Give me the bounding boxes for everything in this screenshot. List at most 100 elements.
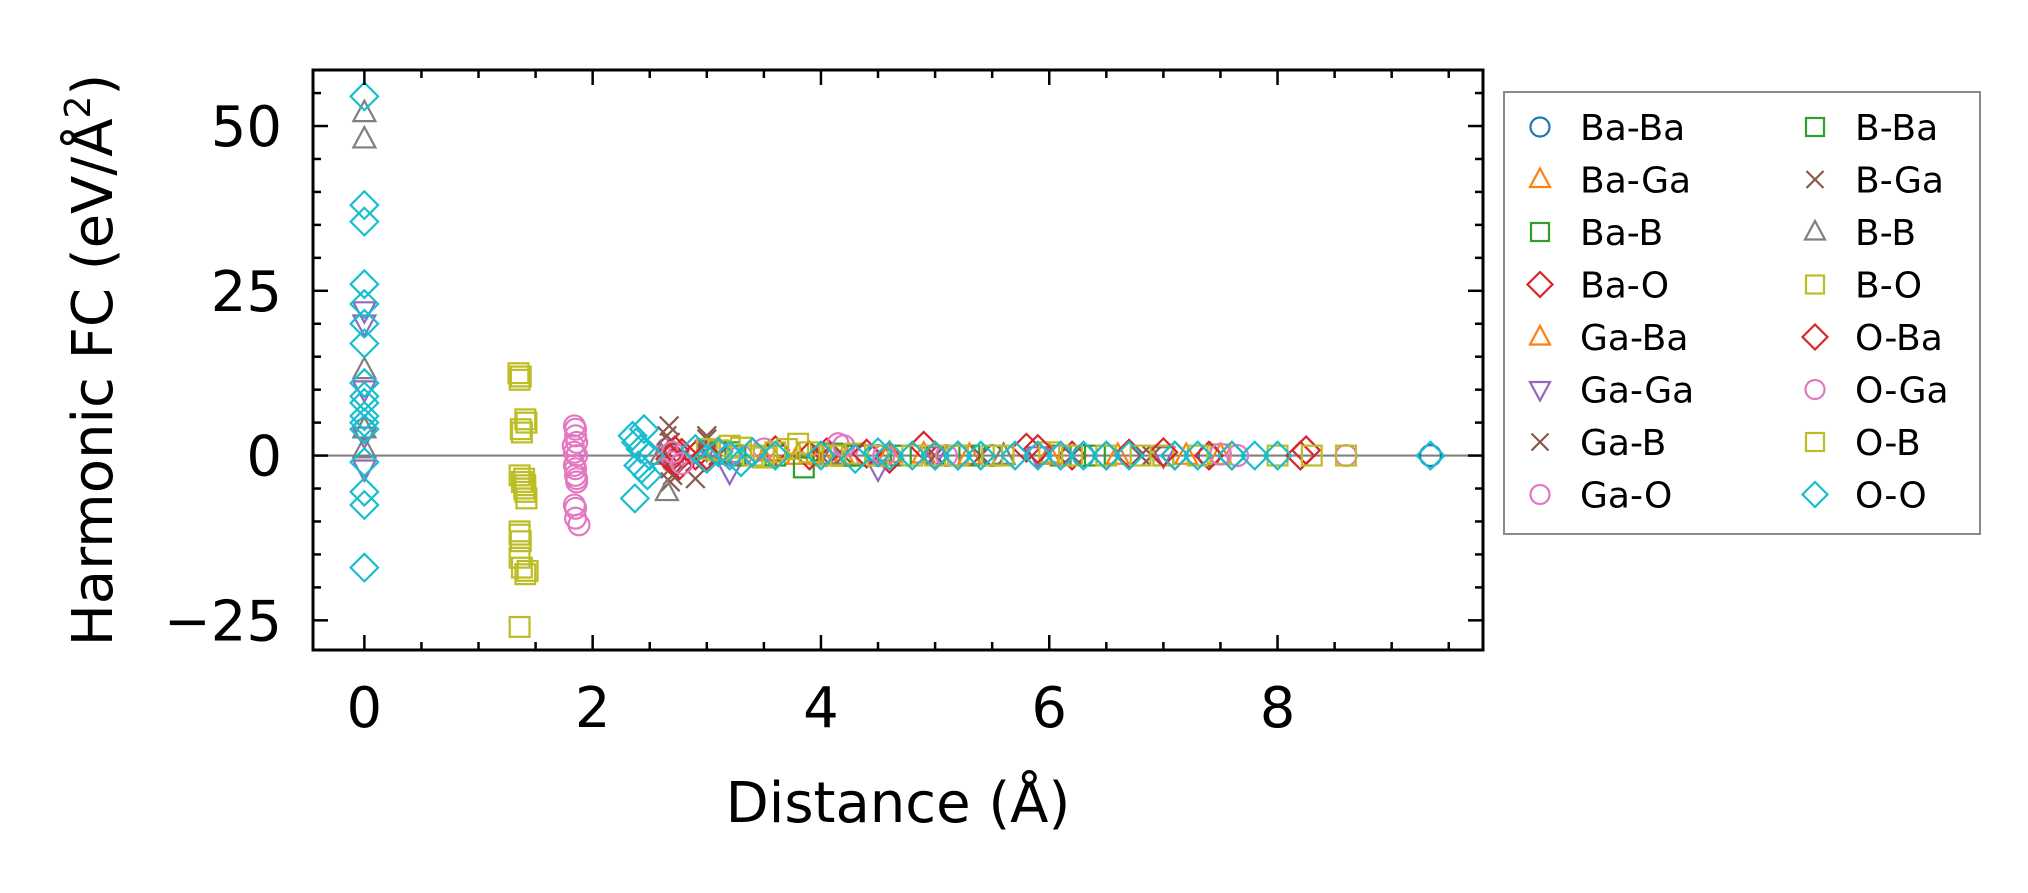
data-point	[349, 407, 380, 438]
legend-label: Ga-O	[1580, 476, 1672, 517]
data-point	[934, 444, 959, 468]
legend-item: Ga-O	[1529, 476, 1672, 517]
data-point	[1045, 440, 1076, 471]
legend-marker	[1804, 116, 1826, 138]
data-point	[1022, 440, 1054, 471]
legend-item: O-Ga	[1804, 371, 1949, 412]
y-tick-label: −25	[164, 589, 282, 654]
y-tick-label: 50	[211, 95, 282, 160]
legend-label: O-O	[1855, 476, 1927, 517]
legend-label: B-Ga	[1855, 161, 1944, 202]
data-point	[351, 434, 378, 459]
data-point	[1061, 444, 1084, 467]
legend-item: B-O	[1804, 266, 1922, 307]
legend-marker	[1804, 378, 1826, 401]
legend-item: Ga-Ba	[1528, 318, 1688, 359]
x-tick-label: 8	[1260, 676, 1296, 741]
data-point	[752, 446, 775, 469]
data-point	[1159, 440, 1191, 471]
data-point	[1130, 445, 1151, 466]
data-point	[1150, 446, 1177, 470]
data-point	[349, 489, 380, 521]
data-point	[821, 444, 844, 467]
data-point	[516, 559, 539, 582]
data-point	[1022, 433, 1054, 465]
x-tick-label: 2	[575, 676, 611, 741]
y-axis-label-close: )	[61, 74, 126, 96]
data-point	[1239, 440, 1271, 471]
y-axis-label-superscript: 2	[58, 96, 99, 119]
axis-ticks-layer	[313, 70, 1483, 650]
legend-marker	[1528, 323, 1552, 346]
data-point	[670, 451, 694, 476]
data-point	[626, 453, 658, 485]
y-axis-label-base: Harmonic FC (eV/Å	[60, 118, 126, 646]
data-point	[805, 440, 837, 471]
data-point	[956, 441, 983, 465]
x-tick-label: 6	[1031, 676, 1067, 741]
legend-marker	[1529, 221, 1551, 243]
legend-marker	[1529, 116, 1551, 138]
data-point	[508, 615, 531, 638]
data-point	[1148, 436, 1179, 468]
data-point	[349, 308, 380, 340]
data-point	[695, 437, 718, 460]
data-point	[513, 467, 536, 490]
data-point	[919, 440, 951, 471]
data-point	[664, 450, 695, 481]
x-axis-label: Distance (Å)	[726, 770, 1071, 836]
data-point	[632, 460, 663, 491]
data-point	[839, 443, 871, 475]
y-tick-label: 0	[246, 425, 282, 490]
legend-item: O-Ba	[1800, 318, 1943, 359]
data-point	[1300, 444, 1323, 467]
legend-label: Ga-B	[1580, 423, 1666, 464]
data-point	[1335, 444, 1358, 467]
data-point	[617, 420, 648, 452]
data-point	[349, 328, 380, 359]
data-point	[1415, 440, 1446, 471]
legend-label: B-O	[1855, 266, 1922, 307]
data-point	[862, 436, 894, 468]
y-axis-label: Harmonic FC (eV/Å2)	[58, 74, 126, 647]
data-point	[792, 456, 815, 479]
legend-marker	[1530, 432, 1550, 452]
data-point	[737, 436, 768, 468]
legend-marker	[1804, 431, 1826, 453]
legend-items: Ba-Ba Ba-Ga Ba-B Ba-O Ga-Ba Ga-Ga Ga-B Ga-O B-Ba…	[1525, 108, 1949, 517]
legend-item: O-B	[1804, 423, 1921, 464]
data-point	[349, 268, 380, 300]
data-point	[1113, 438, 1145, 469]
data-point	[685, 468, 706, 489]
data-point	[1226, 444, 1250, 468]
data-point	[809, 444, 832, 467]
legend-label: O-Ga	[1855, 371, 1949, 412]
data-point	[1091, 440, 1122, 471]
data-point	[634, 440, 666, 471]
data-point	[910, 439, 937, 464]
data-point	[509, 530, 532, 553]
data-point	[865, 459, 891, 484]
legend-label: Ba-B	[1580, 213, 1663, 254]
legend-item: B-B	[1803, 213, 1916, 254]
data-point	[942, 440, 974, 471]
legend-marker	[1529, 483, 1551, 506]
data-point	[563, 417, 588, 441]
data-point	[509, 365, 532, 388]
legend-item: B-Ga	[1805, 161, 1944, 202]
data-point	[1129, 444, 1152, 467]
data-point	[1173, 441, 1200, 465]
axis-tick-labels-layer: 0 2 4 6 8 −25 0 25 50	[164, 95, 1296, 741]
data-point	[349, 206, 380, 237]
data-point	[896, 440, 928, 471]
data-point	[1216, 440, 1248, 471]
data-point	[349, 552, 380, 583]
data-point	[1418, 444, 1443, 468]
data-point	[965, 440, 997, 471]
x-tick-label: 0	[347, 676, 383, 741]
legend-marker	[1528, 380, 1552, 403]
data-point	[351, 124, 378, 149]
data-point	[508, 368, 531, 391]
legend-label: B-B	[1855, 213, 1916, 254]
data-point	[1038, 441, 1061, 464]
